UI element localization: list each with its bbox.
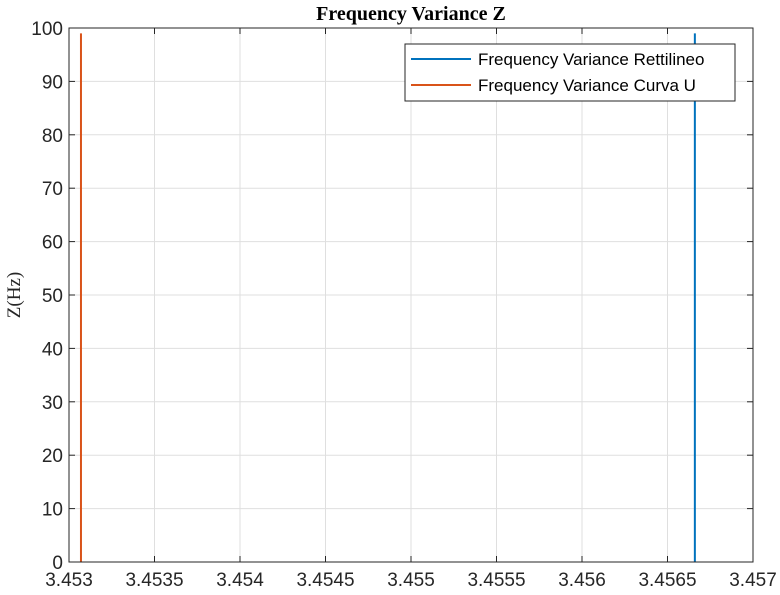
grid [69,28,753,562]
legend-label-curva-u: Frequency Variance Curva U [478,76,696,95]
legend[interactable]: Frequency Variance Rettilineo Frequency … [404,43,736,102]
y-tick-label: 0 [52,553,63,574]
x-tick-label: 3.456 [558,570,606,591]
legend-box [404,43,736,102]
x-tick-label: 3.457 [729,570,777,591]
y-tick-label: 80 [42,126,63,147]
y-tick-label: 100 [31,19,63,40]
chart-title: Frequency Variance Z [316,3,506,25]
y-tick-label: 50 [42,286,63,307]
y-tick-label: 70 [42,179,63,200]
x-tick-label: 3.4555 [467,570,525,591]
y-tick-label: 10 [42,500,63,521]
x-tick-label: 3.4545 [296,570,354,591]
x-tick-label: 3.4565 [638,570,696,591]
legend-label-rettilineo: Frequency Variance Rettilineo [478,50,704,69]
ticks: 3.453 3.4535 3.454 3.4545 3.455 3.4555 3.456 3.… [31,19,776,591]
y-tick-label: 20 [42,446,63,467]
y-tick-label: 90 [42,72,63,93]
x-tick-label: 3.4535 [125,570,183,591]
y-tick-label: 60 [42,233,63,254]
series-layer [79,33,696,562]
y-tick-label: 40 [42,339,63,360]
x-tick-label: 3.455 [387,570,435,591]
x-tick-label: 3.454 [216,570,264,591]
y-tick-label: 30 [42,393,63,414]
x-tick-label: 3.453 [45,570,93,591]
y-axis-label: Z(Hz) [4,272,25,318]
